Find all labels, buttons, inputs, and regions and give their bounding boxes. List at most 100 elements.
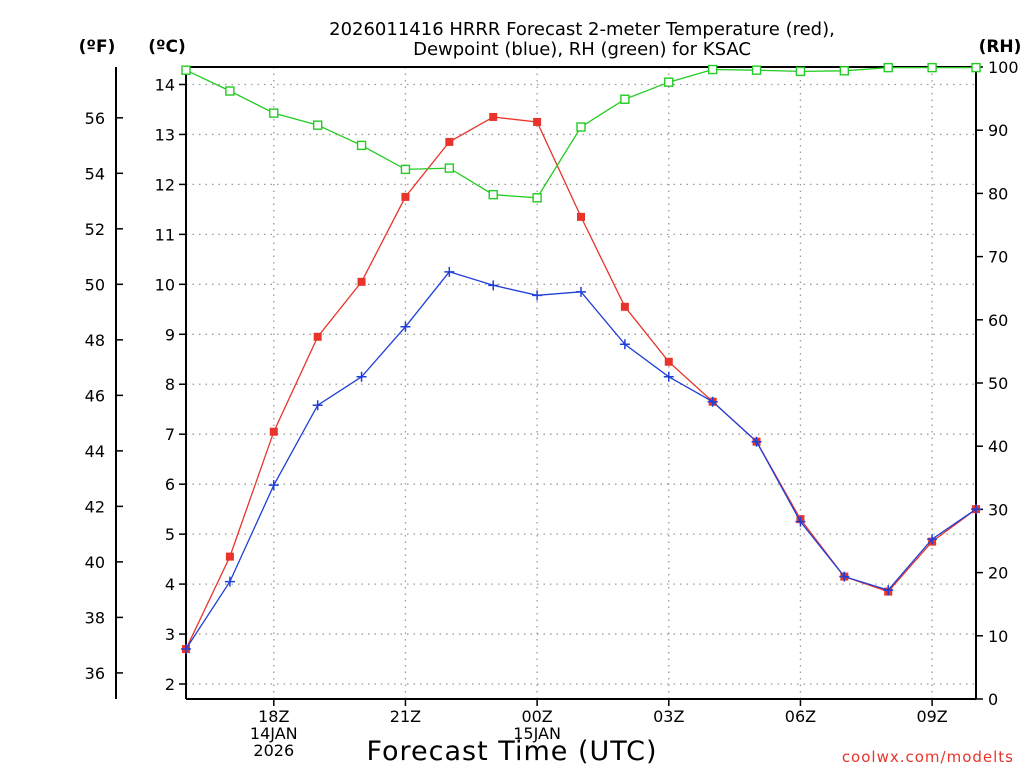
rh-point (225, 86, 235, 96)
dewpoint-point (224, 576, 235, 587)
rh-point (488, 189, 498, 200)
celsius-unit-label: (ºC) (148, 37, 186, 57)
dewpoint-point (927, 534, 938, 545)
credit-link[interactable]: coolwx.com/modelts (842, 748, 1014, 766)
temperature-point (664, 357, 673, 366)
dewpoint-point (312, 400, 323, 411)
time-tick-label: 14JAN (250, 724, 298, 743)
rh-point (400, 164, 411, 175)
celsius-tick-label: 12 (155, 175, 175, 194)
celsius-tick-label: 3 (165, 625, 175, 644)
temperature-series (182, 112, 980, 654)
dewpoint-point (488, 280, 499, 291)
dewpoint-point (444, 266, 455, 277)
fahrenheit-tick-label: 48 (85, 331, 105, 350)
rh-unit-label: (RH) (979, 37, 1022, 57)
rh-point (444, 163, 455, 173)
fahrenheit-tick-label: 36 (85, 664, 105, 683)
rh-point (707, 64, 718, 75)
grid-lines (186, 67, 976, 699)
time-tick-label: 15JAN (513, 724, 561, 743)
celsius-axis: 2 3 4 5 6 7 8 9 10 11 12 13 14 (155, 75, 186, 694)
time-tick-label: 00Z (521, 707, 552, 726)
rh-point (532, 193, 542, 203)
time-tick-label: 06Z (785, 707, 816, 726)
temperature-line (185, 116, 977, 650)
chart-title-line-1: 2026011416 HRRR Forecast 2-meter Tempera… (329, 19, 835, 40)
rh-point (839, 66, 850, 76)
rh-point (620, 94, 630, 104)
rh-line (185, 66, 976, 199)
rh-tick-label: 50 (988, 374, 1008, 393)
rh-point (181, 65, 191, 75)
dewpoint-point (181, 644, 191, 655)
rh-tick-label: 90 (988, 121, 1008, 140)
dewpoint-point (619, 339, 630, 350)
time-tick-label: 2026 (253, 741, 294, 760)
data-series (181, 62, 981, 655)
temperature-point (401, 192, 410, 201)
fahrenheit-tick-label: 42 (85, 497, 105, 516)
x-axis-title: Forecast Time (UTC) (366, 736, 657, 767)
dewpoint-point (795, 516, 806, 527)
time-tick-label: 21Z (390, 707, 421, 726)
rh-tick-label: 0 (988, 690, 998, 709)
rh-series (181, 62, 981, 203)
celsius-tick-label: 13 (155, 125, 175, 144)
rh-point (927, 62, 937, 73)
rh-point (664, 77, 674, 87)
celsius-tick-label: 6 (165, 475, 175, 494)
rh-point (883, 62, 893, 73)
dewpoint-point (839, 571, 850, 582)
dewpoint-point (663, 371, 674, 382)
fahrenheit-tick-label: 44 (85, 442, 105, 461)
temperature-point (533, 117, 542, 126)
celsius-tick-label: 2 (165, 675, 175, 694)
dewpoint-point (707, 396, 718, 407)
rh-tick-label: 20 (988, 564, 1008, 583)
rh-tick-label: 100 (988, 58, 1019, 77)
rh-tick-label: 10 (988, 627, 1008, 646)
fahrenheit-unit-label: (ºF) (79, 37, 116, 57)
temperature-point (445, 137, 454, 146)
axes (115, 66, 977, 700)
fahrenheit-tick-label: 40 (85, 553, 105, 572)
celsius-tick-label: 11 (155, 225, 175, 244)
rh-tick-label: 80 (988, 184, 1008, 203)
temperature-point (225, 552, 234, 561)
dewpoint-point (268, 480, 279, 491)
rh-tick-label: 60 (988, 311, 1008, 330)
fahrenheit-tick-label: 56 (85, 109, 105, 128)
chart-title-line-2: Dewpoint (blue), RH (green) for KSAC (413, 39, 751, 60)
dewpoint-point (356, 371, 367, 382)
celsius-tick-label: 10 (155, 275, 175, 294)
rh-point (269, 108, 279, 118)
fahrenheit-axis: 36 38 40 42 44 46 48 50 52 54 56 (85, 109, 123, 683)
celsius-tick-label: 14 (155, 75, 175, 94)
fahrenheit-tick-label: 54 (85, 164, 105, 183)
celsius-tick-label: 5 (165, 525, 175, 544)
celsius-tick-label: 8 (165, 375, 175, 394)
temperature-point (357, 277, 366, 286)
temperature-point (269, 427, 278, 436)
fahrenheit-tick-label: 38 (85, 608, 105, 627)
dewpoint-point (400, 321, 411, 332)
dewpoint-point (532, 290, 543, 301)
rh-tick-label: 40 (988, 437, 1008, 456)
rh-point (576, 122, 586, 132)
rh-point (795, 66, 806, 77)
rh-axis: 0 10 20 30 40 50 60 70 80 90 100 (976, 58, 1019, 709)
dewpoint-point (751, 436, 762, 447)
rh-point (971, 62, 981, 73)
temperature-point (620, 302, 629, 311)
rh-point (751, 65, 762, 75)
dewpoint-point (576, 286, 586, 297)
time-tick-label: 18Z (258, 707, 289, 726)
time-tick-label: 09Z (916, 707, 947, 726)
fahrenheit-tick-label: 52 (85, 220, 105, 239)
time-tick-label: 03Z (653, 707, 684, 726)
fahrenheit-tick-label: 46 (85, 386, 105, 405)
dewpoint-line (185, 271, 977, 650)
